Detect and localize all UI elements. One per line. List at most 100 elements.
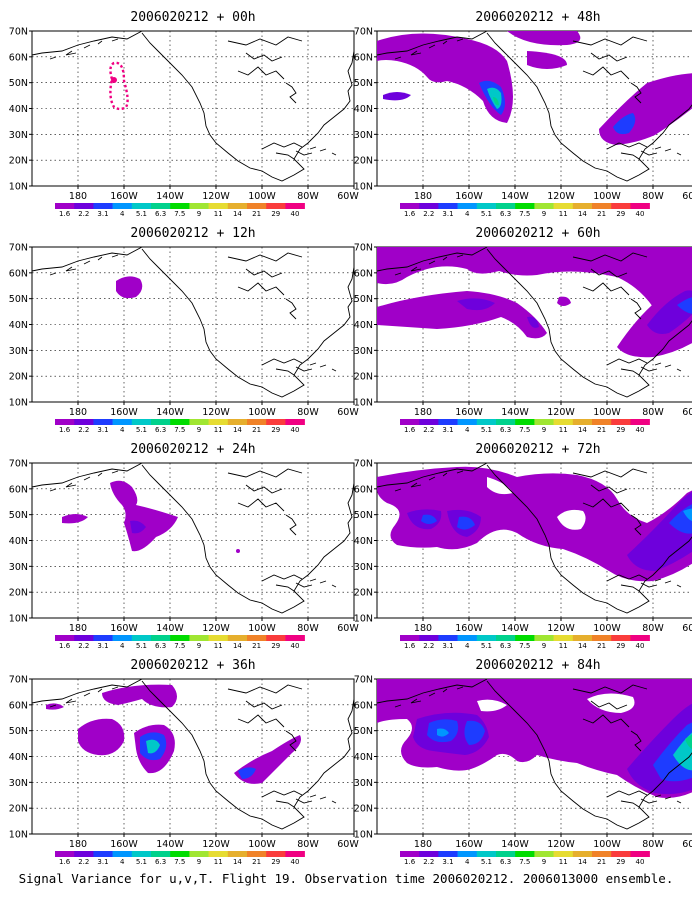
panel-title: 2006020212 + 00h: [130, 10, 255, 25]
colorbar-label: 3.1: [97, 426, 108, 434]
panel-title: 2006020212 + 36h: [130, 658, 255, 673]
lat-label: 20N: [354, 156, 373, 167]
lat-label: 20N: [9, 804, 28, 815]
lat-label: 60N: [354, 268, 373, 279]
colorbar-swatch: [400, 635, 420, 641]
colorbar-label: 5.1: [481, 426, 492, 434]
colorbar: 1.6 2.2 3.1 4 5.1 6.3 7.5 9 11 14 21 29 40: [55, 419, 305, 434]
lon-label: 120W: [202, 839, 230, 850]
colorbar-swatch: [227, 203, 248, 209]
colorbar-swatch: [93, 851, 113, 857]
colorbar-swatch: [131, 419, 152, 425]
colorbar-label: 6.3: [155, 858, 166, 866]
map-panel-84h: [376, 678, 692, 835]
colorbar-swatch: [515, 203, 535, 209]
colorbar-label: 14: [233, 858, 242, 866]
colorbar-label: 2.2: [423, 426, 434, 434]
colorbar-swatch: [55, 635, 75, 641]
colorbar-label: 11: [559, 210, 568, 218]
colorbar-swatch: [400, 851, 420, 857]
lon-label: 120W: [202, 623, 230, 634]
colorbar-label: 40: [636, 858, 645, 866]
colorbar: 1.6 2.2 3.1 4 5.1 6.3 7.5 9 11 14 21 29 40: [400, 635, 650, 650]
colorbar-swatch: [534, 203, 554, 209]
colorbar-swatch: [630, 635, 650, 641]
colorbar-label: 40: [636, 210, 645, 218]
lat-label: 10N: [354, 182, 373, 193]
colorbar-label: 6.3: [155, 426, 166, 434]
lon-label: 100W: [593, 407, 621, 418]
colorbar-label: 14: [233, 426, 242, 434]
lon-label: 60W: [337, 191, 359, 202]
lat-label: 60N: [354, 52, 373, 63]
lat-label: 30N: [354, 130, 373, 141]
lon-label: 160W: [455, 191, 483, 202]
colorbar-label: 14: [578, 858, 587, 866]
colorbar-swatch: [496, 635, 516, 641]
colorbar-swatch: [131, 851, 152, 857]
colorbar-label: 6.3: [500, 210, 511, 218]
lat-label: 10N: [9, 830, 28, 841]
colorbar-label: 21: [597, 426, 606, 434]
colorbar-label: 4: [465, 642, 470, 650]
colorbar-label: 21: [597, 858, 606, 866]
colorbar-label: 5.1: [136, 858, 147, 866]
variance-field-36h: [46, 684, 301, 784]
lon-label: 80W: [297, 623, 319, 634]
colorbar-label: 40: [291, 210, 300, 218]
lon-label: 140W: [156, 407, 184, 418]
colorbar-swatch: [151, 203, 171, 209]
lon-label: 140W: [501, 839, 529, 850]
lon-label: 60W: [682, 407, 692, 418]
colorbar-label: 2.2: [78, 642, 89, 650]
colorbar-label: 11: [559, 858, 568, 866]
colorbar-swatch: [112, 419, 133, 425]
panel-annotations: 2006020212 + 72h 70N 60N 50N 40N 30N 20N 10N 180…: [354, 442, 692, 650]
lat-label: 10N: [9, 182, 28, 193]
colorbar-swatch: [476, 203, 497, 209]
colorbar-label: 7.5: [519, 210, 530, 218]
colorbar-label: 14: [578, 210, 587, 218]
colorbar-swatch: [553, 635, 574, 641]
colorbar-label: 14: [578, 426, 587, 434]
lon-label: 160W: [110, 191, 138, 202]
colorbar-swatch: [170, 851, 190, 857]
lon-label: 60W: [337, 407, 359, 418]
map-panel-72h: [376, 462, 692, 619]
colorbar-label: 14: [233, 642, 242, 650]
colorbar-swatch: [189, 851, 209, 857]
lat-label: 70N: [354, 27, 373, 38]
colorbar-label: 1.6: [404, 858, 416, 866]
lon-label: 60W: [682, 623, 692, 634]
lon-label: 100W: [593, 623, 621, 634]
lat-label: 50N: [354, 726, 373, 737]
colorbar-swatch: [112, 851, 133, 857]
panel-annotations: 2006020212 + 48h 70N 60N 50N 40N 30N 20N 10N 180…: [354, 10, 692, 218]
lon-label: 180: [414, 191, 432, 202]
lon-label: 180: [69, 623, 87, 634]
colorbar-swatch: [438, 203, 458, 209]
colorbar-swatch: [74, 203, 94, 209]
colorbar-label: 3.1: [442, 642, 453, 650]
colorbar-label: 11: [214, 426, 223, 434]
map-panel-36h: [31, 678, 355, 835]
colorbar-label: 29: [616, 426, 625, 434]
colorbar-swatch: [476, 635, 497, 641]
colorbar-swatch: [55, 851, 75, 857]
colorbar-swatch: [247, 635, 267, 641]
colorbar: 1.6 2.2 3.1 4 5.1 6.3 7.5 9 11 14 21 29 40: [55, 851, 305, 866]
colorbar-swatch: [170, 635, 190, 641]
colorbar-swatch: [496, 203, 516, 209]
colorbar-swatch: [534, 419, 554, 425]
lat-label: 50N: [9, 294, 28, 305]
colorbar-label: 7.5: [519, 858, 530, 866]
colorbar-swatch: [572, 419, 593, 425]
variance-field-72h: [377, 466, 692, 582]
lon-label: 60W: [682, 191, 692, 202]
colorbar-swatch: [592, 419, 612, 425]
lat-label: 70N: [354, 243, 373, 254]
lat-label: 60N: [9, 484, 28, 495]
colorbar-swatch: [630, 203, 650, 209]
colorbar-label: 3.1: [97, 858, 108, 866]
